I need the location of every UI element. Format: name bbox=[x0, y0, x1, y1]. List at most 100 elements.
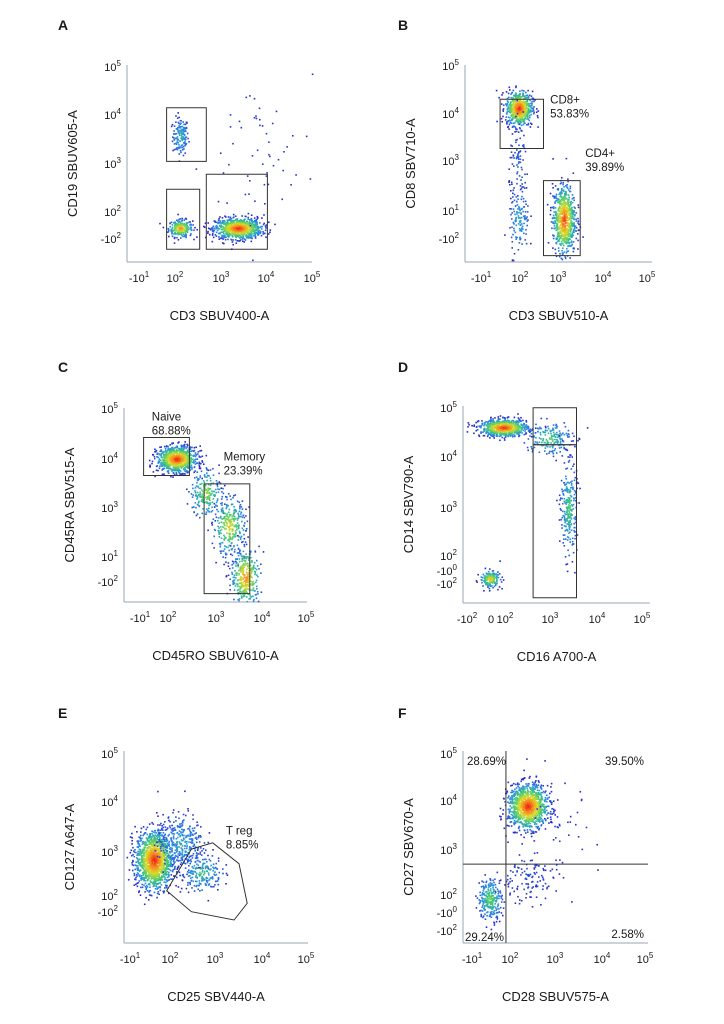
point bbox=[220, 228, 223, 231]
point bbox=[512, 122, 515, 125]
point bbox=[178, 460, 180, 462]
point bbox=[248, 570, 250, 572]
point bbox=[570, 228, 573, 231]
point bbox=[238, 572, 240, 575]
point bbox=[234, 585, 237, 587]
point bbox=[177, 453, 179, 455]
point bbox=[231, 538, 234, 540]
point bbox=[523, 134, 525, 137]
point bbox=[241, 577, 243, 579]
point bbox=[160, 455, 163, 457]
point bbox=[256, 223, 258, 225]
point bbox=[240, 581, 243, 584]
point bbox=[226, 228, 229, 231]
point bbox=[564, 238, 566, 240]
point bbox=[262, 163, 264, 165]
point bbox=[237, 563, 239, 565]
point bbox=[553, 225, 556, 227]
point bbox=[520, 179, 522, 181]
point bbox=[182, 131, 185, 133]
point bbox=[167, 447, 169, 450]
point bbox=[180, 122, 182, 125]
point bbox=[570, 236, 573, 238]
point bbox=[527, 89, 529, 92]
point bbox=[525, 116, 527, 118]
point bbox=[194, 452, 197, 454]
point bbox=[562, 244, 565, 247]
point bbox=[188, 141, 190, 143]
point bbox=[171, 469, 174, 471]
point bbox=[234, 511, 237, 513]
point bbox=[265, 132, 268, 135]
point bbox=[228, 231, 230, 233]
point bbox=[186, 452, 188, 455]
point bbox=[196, 503, 199, 506]
point bbox=[256, 215, 259, 218]
point bbox=[551, 206, 554, 209]
point bbox=[220, 487, 223, 489]
point bbox=[228, 536, 231, 538]
point bbox=[556, 227, 559, 230]
point bbox=[206, 474, 209, 477]
point bbox=[225, 229, 228, 232]
point bbox=[157, 469, 159, 472]
point bbox=[524, 101, 527, 103]
point bbox=[228, 539, 230, 541]
point bbox=[178, 144, 180, 146]
point bbox=[177, 457, 179, 459]
point bbox=[295, 174, 297, 176]
point bbox=[514, 205, 517, 208]
point bbox=[557, 198, 559, 200]
point bbox=[567, 204, 569, 207]
point bbox=[522, 123, 525, 126]
point bbox=[213, 220, 216, 222]
point bbox=[513, 187, 515, 189]
point bbox=[228, 227, 231, 229]
point bbox=[165, 460, 168, 462]
point bbox=[243, 557, 246, 559]
x-tick-label: 104 bbox=[595, 270, 612, 285]
point bbox=[518, 144, 520, 147]
point bbox=[246, 222, 248, 225]
point bbox=[522, 106, 524, 108]
point bbox=[232, 142, 234, 145]
point bbox=[228, 529, 231, 532]
point bbox=[171, 231, 173, 233]
point bbox=[230, 238, 232, 241]
point bbox=[219, 529, 222, 532]
point bbox=[185, 236, 187, 239]
point bbox=[187, 449, 189, 451]
point bbox=[515, 200, 518, 203]
point bbox=[564, 233, 566, 235]
x-tick-label: -101 bbox=[471, 270, 492, 285]
point bbox=[243, 516, 246, 519]
point bbox=[180, 234, 183, 236]
point bbox=[165, 462, 168, 465]
point bbox=[239, 225, 242, 228]
point bbox=[506, 97, 509, 100]
point bbox=[210, 494, 212, 496]
point bbox=[255, 219, 257, 221]
point bbox=[247, 227, 249, 230]
point bbox=[246, 596, 248, 598]
point bbox=[515, 218, 517, 220]
point bbox=[550, 206, 552, 209]
point bbox=[167, 445, 169, 448]
point bbox=[197, 453, 199, 455]
point bbox=[185, 222, 188, 224]
point bbox=[561, 213, 563, 216]
point bbox=[223, 539, 226, 541]
point bbox=[554, 201, 556, 204]
point bbox=[178, 153, 181, 155]
point bbox=[553, 216, 555, 219]
point bbox=[561, 226, 564, 229]
point bbox=[196, 462, 198, 464]
point bbox=[183, 457, 186, 460]
point bbox=[182, 132, 185, 135]
point bbox=[171, 235, 174, 238]
point bbox=[517, 108, 519, 111]
point bbox=[560, 244, 562, 246]
point bbox=[231, 560, 234, 563]
point bbox=[174, 456, 177, 458]
point bbox=[271, 122, 274, 125]
